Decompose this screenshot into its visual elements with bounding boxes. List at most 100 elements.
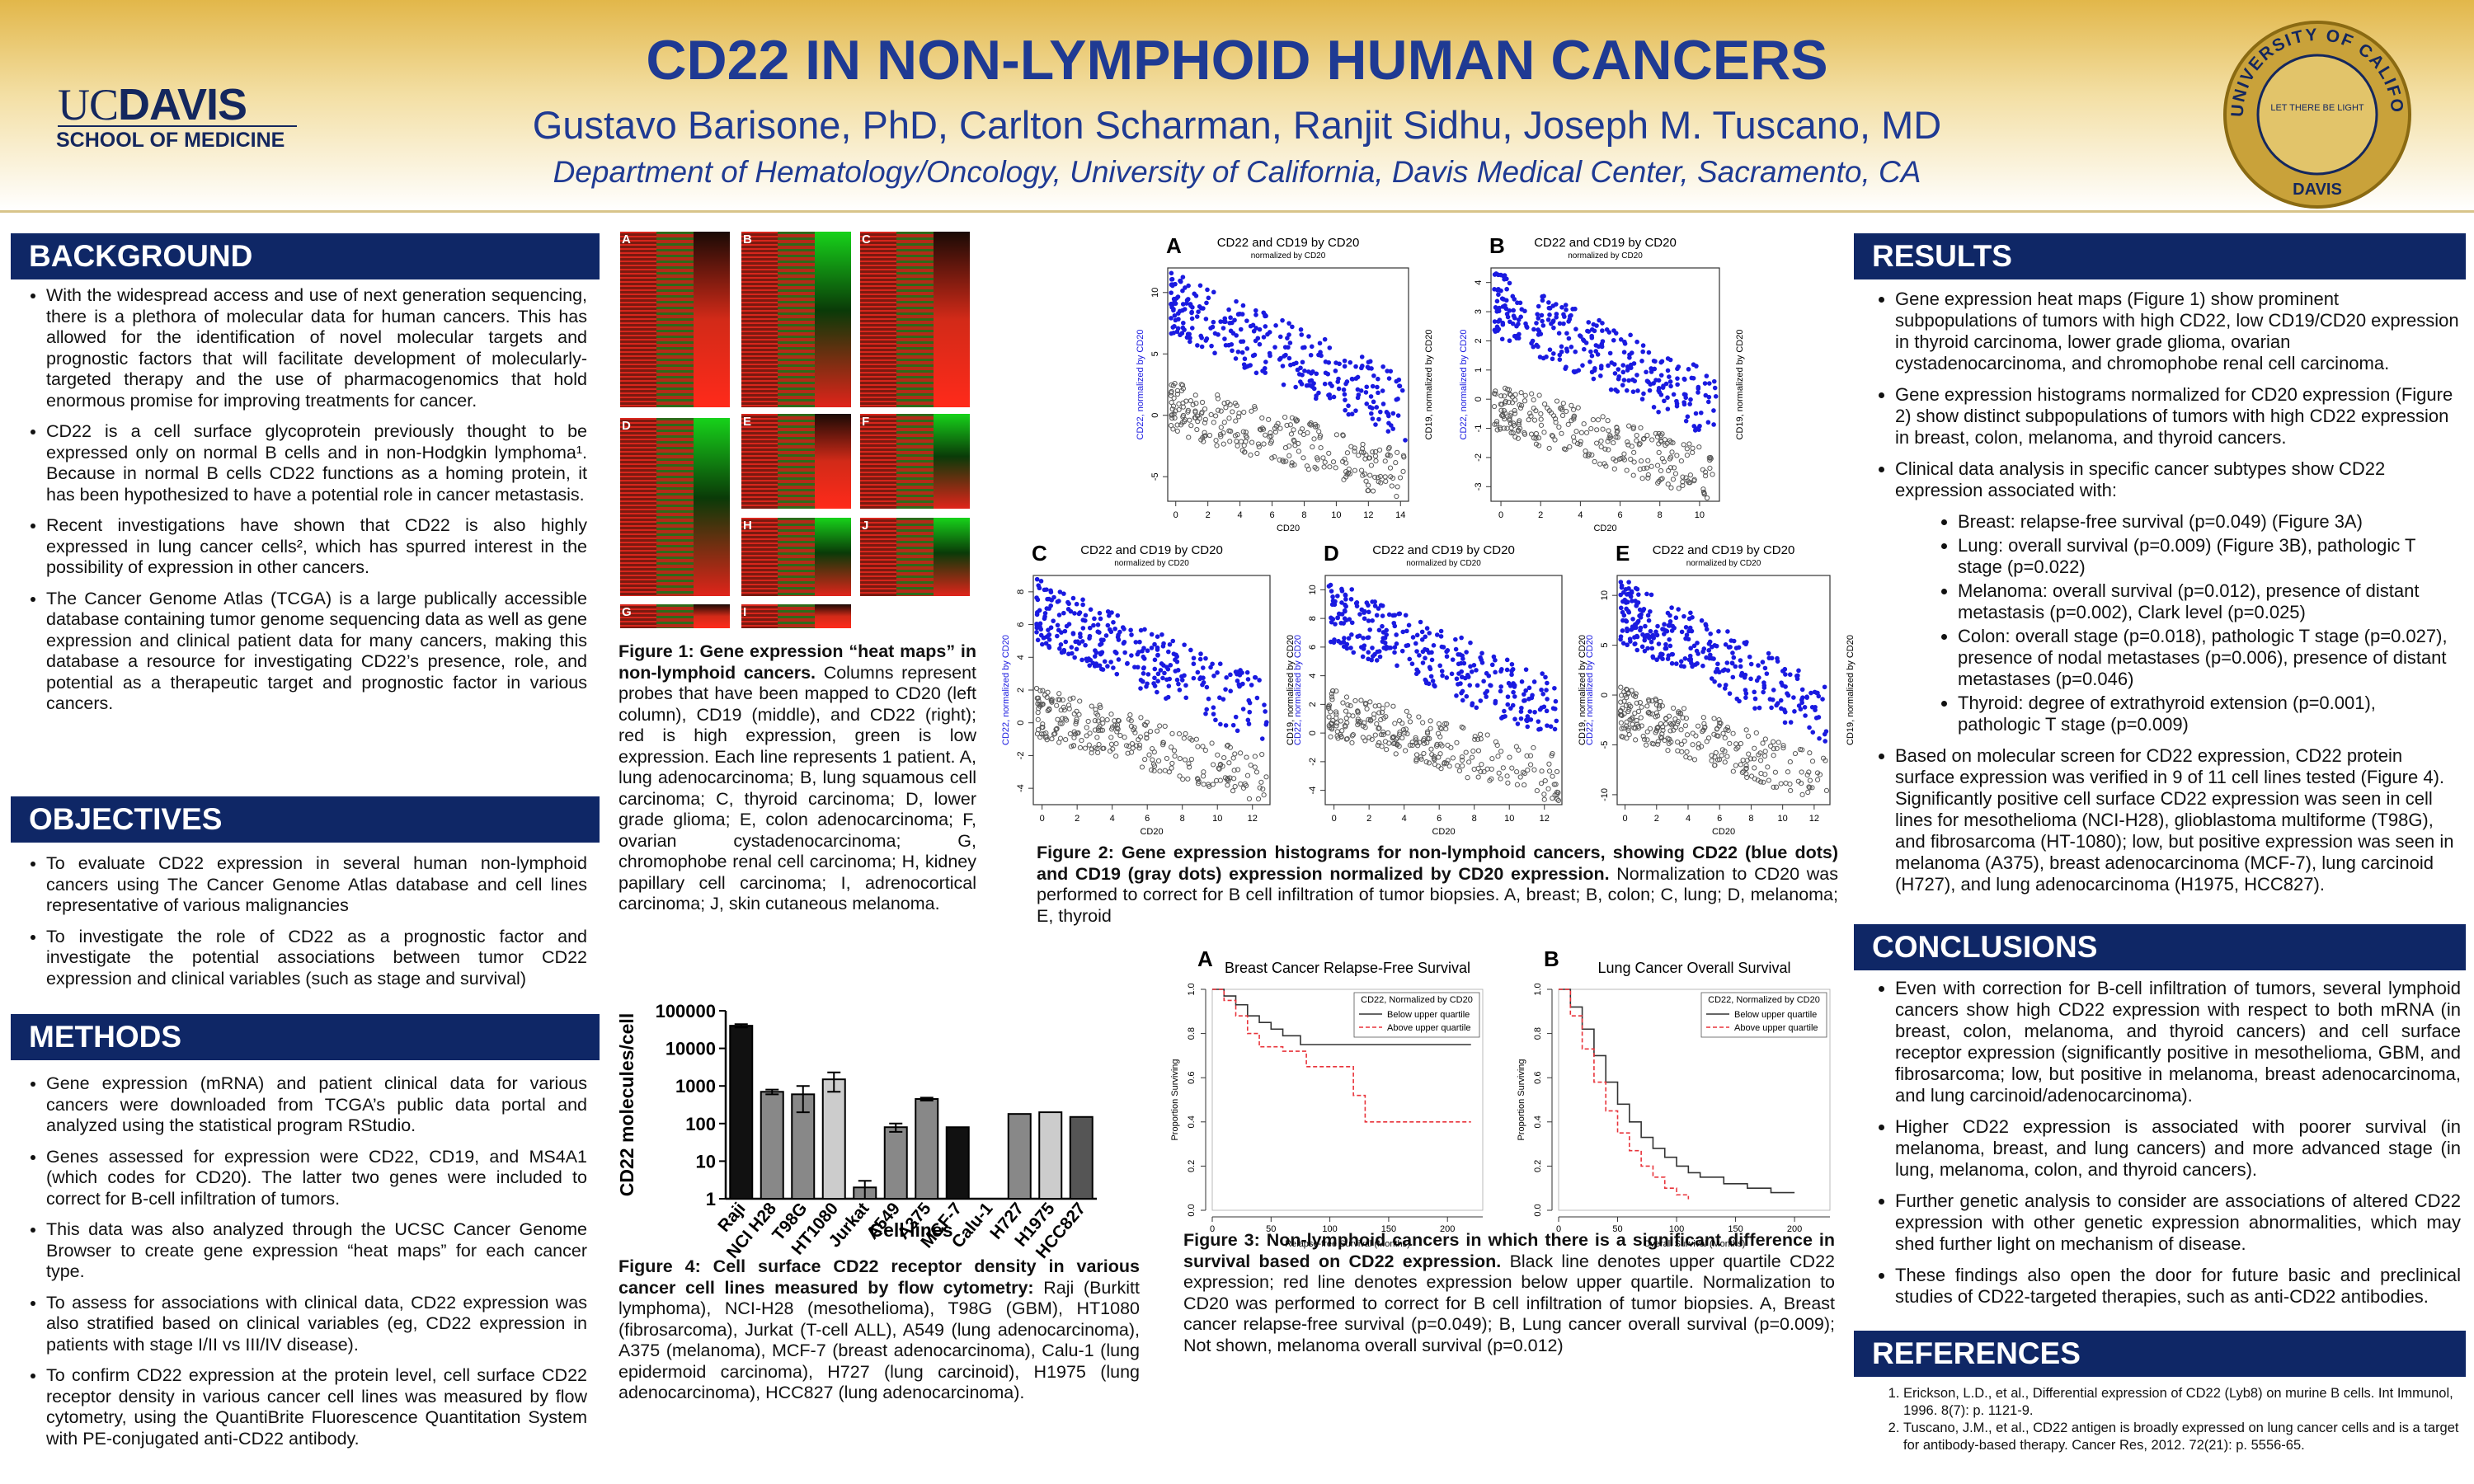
point-blue bbox=[1272, 345, 1277, 350]
figure4-caption: Figure 4: Cell surface CD22 receptor den… bbox=[618, 1256, 1140, 1404]
heatmap-col bbox=[814, 518, 851, 596]
point-blue bbox=[1343, 407, 1348, 413]
point-gray bbox=[1665, 481, 1671, 487]
point-blue bbox=[1246, 697, 1252, 703]
point-gray bbox=[1355, 718, 1361, 724]
point-blue bbox=[1645, 632, 1650, 638]
point-gray bbox=[1160, 740, 1166, 745]
bar bbox=[945, 1126, 970, 1200]
point-gray bbox=[1155, 728, 1160, 734]
point-gray bbox=[1659, 456, 1665, 462]
point-gray bbox=[1436, 721, 1442, 727]
point-gray bbox=[1071, 729, 1077, 735]
point-gray bbox=[1646, 709, 1652, 715]
point-gray bbox=[1141, 721, 1147, 728]
point-gray bbox=[1687, 472, 1693, 478]
point-blue bbox=[1625, 599, 1630, 605]
point-gray bbox=[1186, 761, 1192, 767]
point-gray bbox=[1385, 453, 1390, 458]
point-blue bbox=[1695, 660, 1700, 666]
point-gray bbox=[1325, 703, 1332, 710]
point-blue bbox=[1175, 311, 1181, 316]
point-blue bbox=[1788, 720, 1794, 725]
point-gray bbox=[1516, 421, 1522, 428]
point-blue bbox=[1626, 592, 1632, 597]
point-blue bbox=[1362, 610, 1366, 615]
point-gray bbox=[1201, 782, 1206, 787]
point-blue bbox=[1540, 692, 1546, 697]
point-gray bbox=[1040, 725, 1046, 730]
point-blue bbox=[1169, 316, 1174, 321]
point-gray bbox=[1218, 425, 1224, 430]
point-gray bbox=[1708, 456, 1714, 462]
point-blue bbox=[1733, 664, 1738, 669]
point-blue bbox=[1649, 592, 1654, 598]
point-blue bbox=[1330, 598, 1336, 603]
point-gray bbox=[1649, 463, 1654, 469]
point-gray bbox=[1360, 441, 1366, 448]
point-blue bbox=[1194, 314, 1200, 319]
heatmap-panel bbox=[741, 414, 851, 509]
point-blue bbox=[1618, 580, 1624, 585]
point-blue bbox=[1606, 330, 1612, 335]
point-gray bbox=[1289, 463, 1295, 468]
point-blue bbox=[1244, 346, 1250, 351]
seal: THE UNIVERSITY OF CALIFORNIA LET THERE B… bbox=[2218, 20, 2411, 209]
point-gray bbox=[1640, 733, 1646, 740]
y-tick-label: 0.4 bbox=[1187, 1115, 1197, 1128]
point-gray bbox=[1362, 456, 1368, 462]
point-gray bbox=[1528, 413, 1534, 419]
point-blue bbox=[1780, 669, 1786, 674]
point-gray bbox=[1084, 733, 1089, 739]
point-blue bbox=[1222, 336, 1227, 341]
point-gray bbox=[1477, 731, 1484, 737]
point-blue bbox=[1658, 651, 1663, 656]
point-gray bbox=[1198, 411, 1205, 416]
point-blue bbox=[1376, 649, 1382, 654]
y-tick-label: -3 bbox=[1474, 482, 1484, 491]
point-gray bbox=[1512, 407, 1517, 414]
point-blue bbox=[1505, 694, 1511, 699]
point-blue bbox=[1076, 641, 1082, 646]
point-gray bbox=[1397, 729, 1403, 735]
point-gray bbox=[1489, 766, 1494, 772]
point-gray bbox=[1372, 703, 1378, 709]
point-gray bbox=[1234, 439, 1239, 444]
point-blue bbox=[1350, 377, 1355, 382]
point-blue bbox=[1691, 375, 1696, 381]
point-gray bbox=[1352, 445, 1357, 451]
point-blue bbox=[1796, 668, 1801, 674]
caption-text: Raji (Burkitt lymphoma), NCI-H28 (mesoth… bbox=[618, 1277, 1140, 1403]
point-blue bbox=[1247, 709, 1253, 715]
heatmap-panel bbox=[860, 232, 970, 407]
point-blue bbox=[1211, 711, 1216, 716]
point-gray bbox=[1340, 458, 1346, 464]
point-blue bbox=[1218, 319, 1223, 324]
point-gray bbox=[1738, 740, 1744, 747]
heatmap-col bbox=[656, 232, 694, 407]
heatmap-col bbox=[778, 414, 815, 509]
point-blue bbox=[1516, 322, 1521, 326]
point-gray bbox=[1743, 765, 1749, 772]
point-gray bbox=[1333, 465, 1338, 471]
point-blue bbox=[1621, 378, 1627, 383]
y-axis-label: CD22, normalized by CD20 bbox=[1136, 330, 1145, 440]
point-blue bbox=[1370, 383, 1376, 389]
section-heading: CONCLUSIONS bbox=[1854, 924, 2466, 970]
point-blue bbox=[1055, 622, 1061, 628]
point-gray bbox=[1641, 736, 1648, 742]
point-gray bbox=[1724, 725, 1731, 730]
point-blue bbox=[1233, 356, 1239, 361]
point-blue bbox=[1051, 594, 1056, 600]
point-blue bbox=[1247, 700, 1253, 706]
point-gray bbox=[1215, 752, 1221, 758]
point-blue bbox=[1729, 660, 1735, 666]
point-gray bbox=[1606, 428, 1611, 434]
x-tick-label: 10 bbox=[1212, 814, 1222, 824]
point-gray bbox=[1155, 758, 1162, 763]
point-gray bbox=[1747, 756, 1754, 762]
point-blue bbox=[1545, 680, 1550, 686]
point-blue bbox=[1803, 713, 1808, 718]
point-gray bbox=[1493, 391, 1498, 397]
point-gray bbox=[1649, 698, 1655, 704]
